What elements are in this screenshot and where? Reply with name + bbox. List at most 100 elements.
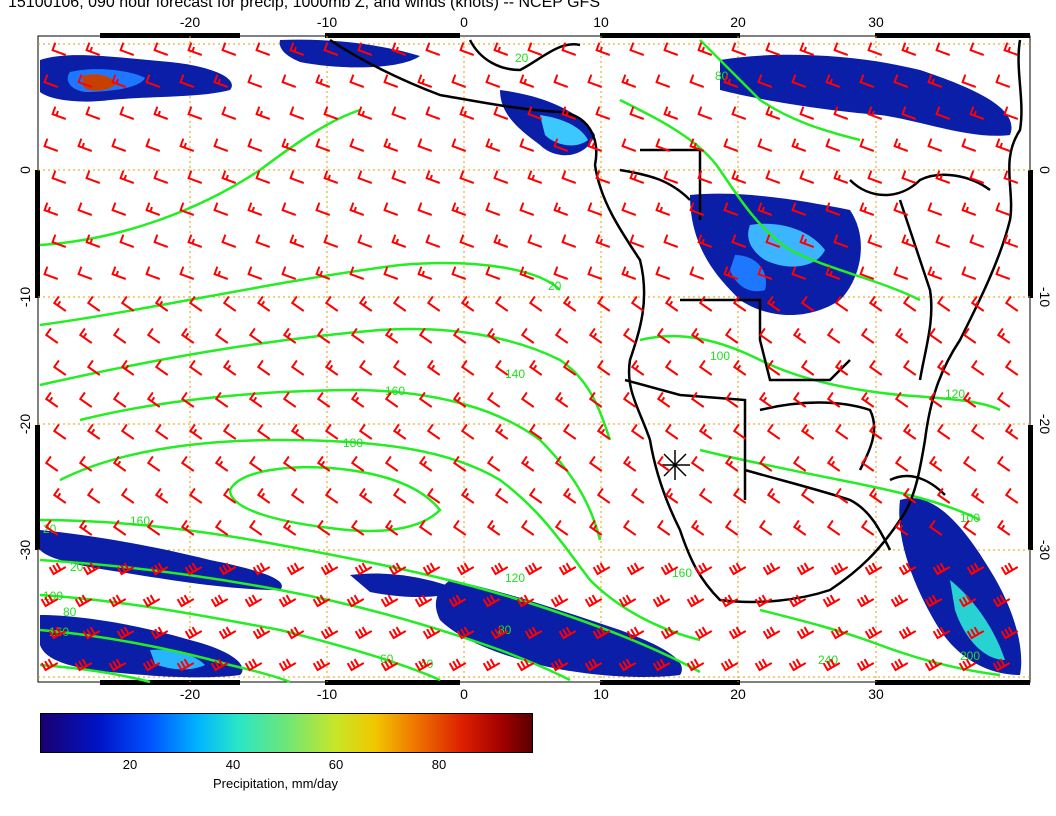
wind-barb: [289, 234, 305, 248]
wind-barb: [358, 487, 373, 504]
wind-barb: [460, 295, 475, 312]
wind-barb: [961, 202, 977, 216]
wind-barb: [663, 106, 679, 120]
wind-barb: [452, 519, 467, 536]
wind-barb: [757, 138, 773, 152]
wind-barb: [622, 455, 637, 472]
wind-barb: [119, 234, 135, 248]
wind-barb: [176, 594, 195, 608]
colorbar-tick: 60: [328, 757, 344, 772]
wind-barb: [762, 626, 781, 640]
wind-barb: [970, 487, 985, 504]
colorbar-tick: 80: [431, 757, 447, 772]
wind-barb: [996, 519, 1011, 536]
wind-barb: [588, 519, 603, 536]
wind-barb: [697, 170, 713, 184]
wind-barb: [587, 138, 603, 152]
wind-barb: [553, 138, 569, 152]
wind-barb: [180, 391, 195, 408]
wind-barb: [323, 106, 339, 120]
wind-barb: [248, 455, 263, 472]
wind-barb: [935, 234, 951, 248]
wind-barb: [120, 295, 135, 312]
wind-barb: [822, 594, 841, 608]
wind-barb: [622, 327, 637, 344]
wind-barb: [349, 202, 365, 216]
wind-barb: [528, 359, 543, 376]
wind-barb: [689, 74, 705, 88]
wind-barb: [765, 106, 781, 120]
wind-barb: [82, 626, 101, 640]
wind-barb: [417, 202, 433, 216]
wind-barb: [256, 295, 271, 312]
wind-barb: [44, 327, 59, 344]
wind-barb: [834, 487, 849, 504]
wind-barb: [414, 658, 433, 672]
wind-barb: [901, 42, 917, 56]
wind-barb: [112, 391, 127, 408]
wind-barb: [663, 170, 679, 184]
wind-barb: [927, 138, 943, 152]
wind-barb: [77, 74, 93, 88]
wind-barb: [554, 519, 569, 536]
wind-barb: [792, 519, 807, 536]
wind-barb: [961, 138, 977, 152]
wind-barb: [384, 327, 399, 344]
wind-barb: [486, 391, 501, 408]
wind-barb: [757, 266, 773, 280]
wind-barb: [927, 74, 943, 88]
wind-barb: [723, 202, 739, 216]
wind-barb: [966, 626, 985, 640]
colorbar-tick: 20: [122, 757, 138, 772]
wind-barb: [588, 391, 603, 408]
wind-barb: [524, 562, 543, 576]
wind-barb: [765, 234, 781, 248]
wind-barb: [995, 266, 1011, 280]
wind-barb: [111, 266, 127, 280]
wind-barb: [758, 519, 773, 536]
wind-barb: [595, 106, 611, 120]
wind-barb: [690, 519, 705, 536]
wind-barb: [928, 455, 943, 472]
wind-barb: [758, 327, 773, 344]
wind-barb: [316, 455, 331, 472]
wind-barb: [486, 327, 501, 344]
svg-text:100: 100: [960, 511, 980, 525]
wind-barb: [519, 202, 535, 216]
wind-barb: [834, 295, 849, 312]
wind-barb: [490, 562, 509, 576]
wind-barb: [618, 658, 637, 672]
wind-barb: [391, 106, 407, 120]
wind-barb: [452, 391, 467, 408]
wind-barb: [592, 562, 611, 576]
wind-barb: [864, 562, 883, 576]
wind-barb: [85, 42, 101, 56]
wind-barb: [145, 266, 161, 280]
wind-barb: [51, 170, 67, 184]
wind-barb: [656, 519, 671, 536]
wind-barb: [179, 266, 195, 280]
wind-barb: [859, 74, 875, 88]
wind-barb: [451, 74, 467, 88]
wind-barb: [256, 359, 271, 376]
wind-barb: [723, 138, 739, 152]
wind-barb: [890, 594, 909, 608]
wind-barb: [723, 74, 739, 88]
wind-barb: [1004, 359, 1019, 376]
wind-barb: [358, 295, 373, 312]
wind-barb: [732, 295, 747, 312]
wind-barb: [456, 626, 475, 640]
wind-barb: [962, 519, 977, 536]
wind-barb: [732, 359, 747, 376]
wind-barb: [996, 455, 1011, 472]
wind-barb: [652, 658, 671, 672]
wind-barbs: [40, 42, 1019, 672]
wind-barb: [82, 562, 101, 576]
colorbar-gradient: [40, 713, 533, 753]
wind-barb: [791, 74, 807, 88]
wind-barb: [758, 455, 773, 472]
wind-barb: [349, 74, 365, 88]
wind-barb: [969, 42, 985, 56]
wind-barb: [493, 42, 509, 56]
wind-barb: [494, 359, 509, 376]
